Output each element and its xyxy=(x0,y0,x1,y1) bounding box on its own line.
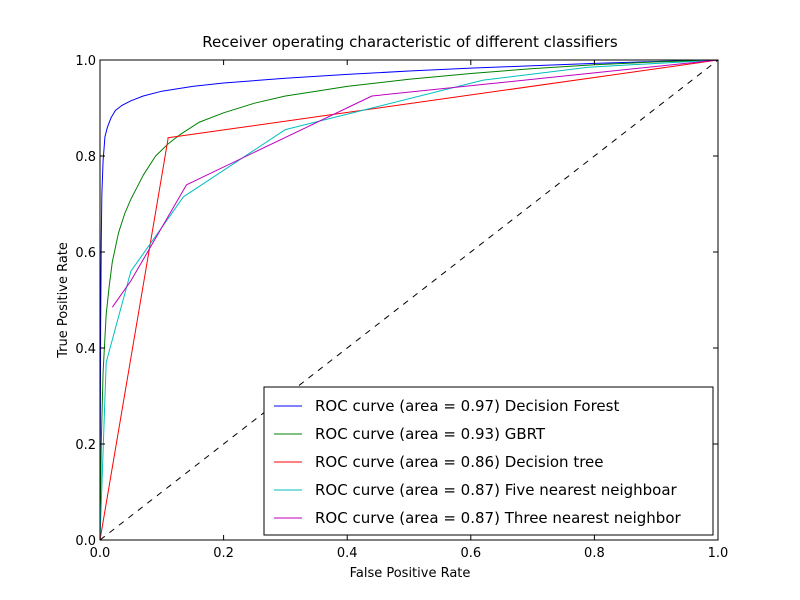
legend-entry-label: ROC curve (area = 0.97) Decision Forest xyxy=(315,397,619,415)
chart-title: Receiver operating characteristic of dif… xyxy=(202,33,618,51)
x-tick-label: 1.0 xyxy=(708,546,729,561)
series-line-decision-tree xyxy=(100,60,718,540)
y-axis-label: True Positive Rate xyxy=(56,242,71,359)
ticks-layer: 0.0 0.2 0.4 0.6 0.8 1.0 0.0 0.2 0.4 0.6 0.8 1.0 xyxy=(75,54,728,561)
legend-frame xyxy=(263,386,714,536)
chance-diagonal-line xyxy=(100,60,718,540)
legend-entry-label: ROC curve (area = 0.87) Three nearest ne… xyxy=(315,509,682,527)
y-tick-label: 1.0 xyxy=(75,54,96,69)
x-tick-label: 0.2 xyxy=(213,546,234,561)
series-line-three-nearest-neighbor xyxy=(111,60,718,308)
x-tick-label: 0.0 xyxy=(90,546,111,561)
legend-entry-label: ROC curve (area = 0.93) GBRT xyxy=(315,425,546,443)
x-tick-label: 0.6 xyxy=(460,546,481,561)
legend-entry-label: ROC curve (area = 0.86) Decision tree xyxy=(315,453,604,471)
y-tick-label: 0.0 xyxy=(75,534,96,549)
y-tick-label: 0.2 xyxy=(75,438,96,453)
legend: ROC curve (area = 0.97) Decision Forest R… xyxy=(263,386,714,536)
legend-entry-label: ROC curve (area = 0.87) Five nearest nei… xyxy=(315,481,678,499)
y-tick-label: 0.8 xyxy=(75,150,96,165)
plot-frame xyxy=(99,59,719,541)
x-tick-label: 0.4 xyxy=(337,546,358,561)
series-line-five-nearest-neighboar xyxy=(100,60,718,540)
series-line-decision-forest xyxy=(100,60,718,540)
x-tick-label: 0.8 xyxy=(584,546,605,561)
y-tick-label: 0.4 xyxy=(75,342,96,357)
y-tick-label: 0.6 xyxy=(75,246,96,261)
x-axis-label: False Positive Rate xyxy=(350,566,471,581)
series-layer xyxy=(100,60,718,540)
series-line-gbrt xyxy=(100,60,718,540)
